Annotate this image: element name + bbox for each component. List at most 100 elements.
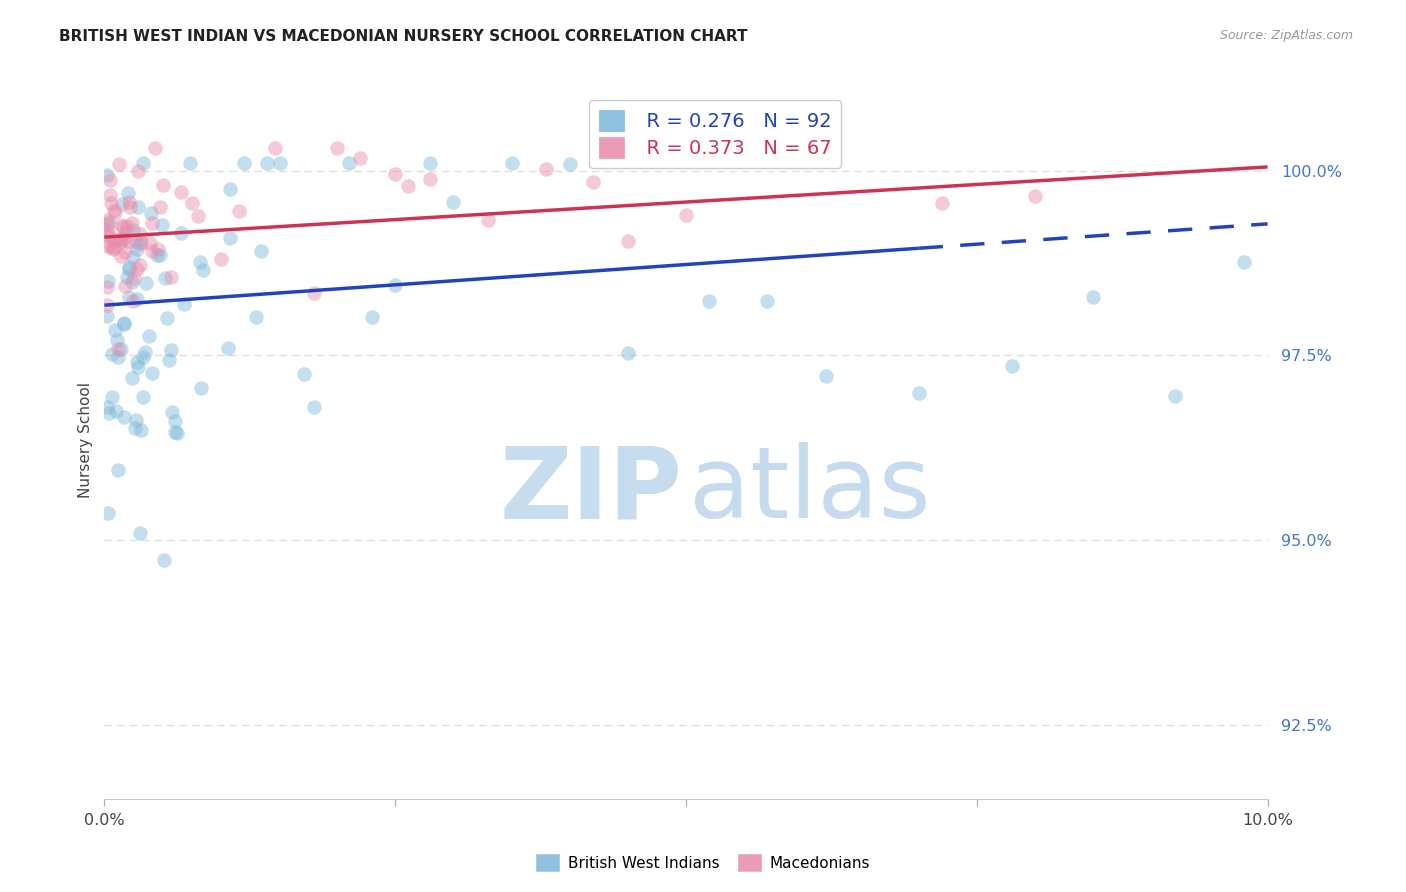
Point xyxy=(419,156,441,170)
Point xyxy=(558,157,581,171)
Y-axis label: Nursery School: Nursery School xyxy=(79,383,93,499)
Point xyxy=(326,141,349,155)
Point xyxy=(477,212,499,227)
Point xyxy=(441,194,464,209)
Point xyxy=(128,525,150,540)
Point xyxy=(173,297,195,311)
Point xyxy=(100,390,122,404)
Point xyxy=(129,258,152,272)
Point xyxy=(114,230,136,244)
Point xyxy=(187,209,209,223)
Point xyxy=(501,156,523,170)
Point xyxy=(384,277,406,292)
Point xyxy=(1001,359,1024,374)
Point xyxy=(302,286,325,301)
Point xyxy=(96,229,118,244)
Point xyxy=(132,350,155,364)
Point xyxy=(114,279,136,293)
Point xyxy=(188,255,211,269)
Point xyxy=(117,219,139,233)
Point xyxy=(536,162,558,177)
Point xyxy=(756,293,779,308)
Point xyxy=(129,423,152,437)
Point xyxy=(384,167,406,181)
Point xyxy=(191,262,214,277)
Point xyxy=(141,216,163,230)
Point xyxy=(96,217,118,231)
Point xyxy=(107,350,129,364)
Point xyxy=(114,245,136,260)
Point xyxy=(124,420,146,434)
Point xyxy=(97,224,120,238)
Point xyxy=(129,235,152,250)
Point xyxy=(125,235,148,250)
Point xyxy=(108,232,131,246)
Point xyxy=(96,298,118,312)
Point xyxy=(1163,389,1185,403)
Point xyxy=(98,173,121,187)
Point xyxy=(125,262,148,277)
Legend:   R = 0.276   N = 92,   R = 0.373   N = 67: R = 0.276 N = 92, R = 0.373 N = 67 xyxy=(589,100,841,168)
Point xyxy=(361,310,384,325)
Point xyxy=(115,225,138,239)
Point xyxy=(269,156,291,170)
Point xyxy=(122,223,145,237)
Point xyxy=(170,186,193,200)
Point xyxy=(107,342,129,356)
Point xyxy=(250,244,273,258)
Point xyxy=(165,414,187,428)
Point xyxy=(125,413,148,427)
Point xyxy=(118,200,141,214)
Point xyxy=(107,157,129,171)
Point xyxy=(110,235,132,249)
Point xyxy=(101,346,124,360)
Point xyxy=(139,236,162,251)
Point xyxy=(166,426,188,441)
Point xyxy=(105,403,128,417)
Text: atlas: atlas xyxy=(689,442,931,539)
Point xyxy=(121,216,143,230)
Point xyxy=(134,344,156,359)
Point xyxy=(96,280,118,294)
Point xyxy=(1081,290,1104,304)
Point xyxy=(100,239,122,253)
Point xyxy=(160,404,183,418)
Point xyxy=(1233,254,1256,268)
Point xyxy=(122,293,145,308)
Point xyxy=(132,390,155,404)
Point xyxy=(302,400,325,414)
Point xyxy=(132,156,155,170)
Point xyxy=(98,215,121,229)
Text: BRITISH WEST INDIAN VS MACEDONIAN NURSERY SCHOOL CORRELATION CHART: BRITISH WEST INDIAN VS MACEDONIAN NURSER… xyxy=(59,29,748,45)
Legend: British West Indians, Macedonians: British West Indians, Macedonians xyxy=(530,848,876,877)
Point xyxy=(107,463,129,477)
Point xyxy=(121,371,143,385)
Point xyxy=(153,271,176,285)
Point xyxy=(135,276,157,290)
Point xyxy=(97,406,120,420)
Point xyxy=(149,200,172,214)
Point xyxy=(110,232,132,246)
Point xyxy=(96,213,118,227)
Point xyxy=(209,252,232,267)
Point xyxy=(97,273,120,287)
Point xyxy=(112,316,135,330)
Point xyxy=(814,369,837,384)
Text: Source: ZipAtlas.com: Source: ZipAtlas.com xyxy=(1219,29,1353,43)
Point xyxy=(582,175,605,189)
Point xyxy=(104,205,127,219)
Point xyxy=(98,188,121,202)
Point xyxy=(117,234,139,248)
Point xyxy=(127,201,149,215)
Point xyxy=(115,270,138,285)
Point xyxy=(103,241,125,255)
Point xyxy=(104,323,127,337)
Point xyxy=(112,410,135,425)
Point xyxy=(127,360,149,375)
Point xyxy=(233,156,256,170)
Point xyxy=(149,248,172,262)
Point xyxy=(170,226,193,240)
Point xyxy=(219,182,242,196)
Point xyxy=(219,231,242,245)
Point xyxy=(675,208,697,222)
